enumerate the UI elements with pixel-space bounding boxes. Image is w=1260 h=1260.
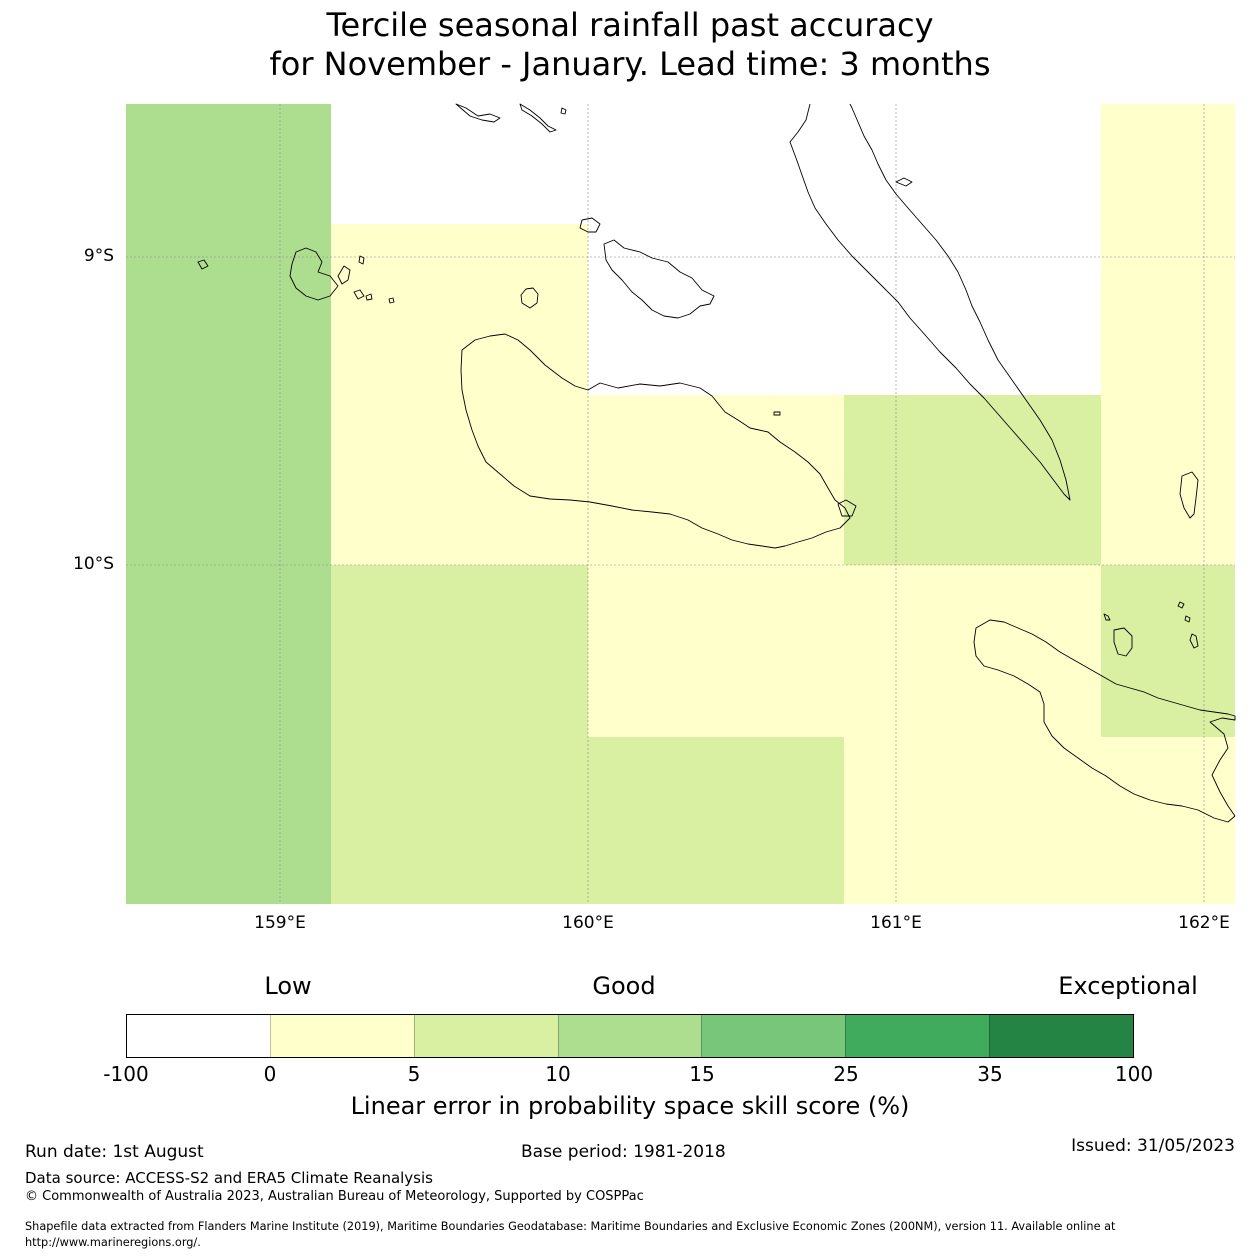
islet-outline (353, 289, 365, 300)
island-santa-isabel-east-outline (519, 103, 557, 133)
island-nggela-west-outline (579, 217, 601, 233)
colorbar (126, 1014, 1134, 1058)
island-santa-isabel-outline (455, 103, 501, 123)
islet-outline (1189, 633, 1199, 649)
colorbar-segment (557, 1015, 702, 1057)
island-malaita-outline (789, 103, 1071, 501)
lat-label-10s: 10°S (73, 554, 114, 574)
island-makira-outline (973, 619, 1236, 823)
grid-cell (331, 565, 588, 904)
skill-grid-cells (126, 104, 1235, 904)
island-savo-outline (520, 287, 539, 309)
grid-cell (126, 104, 331, 904)
colorbar-tick-label: 100 (1114, 1062, 1154, 1086)
islet-outline (1103, 613, 1111, 621)
islet-outline (388, 297, 395, 304)
skill-map (126, 103, 1236, 904)
colorbar-tick-label: 35 (977, 1062, 1003, 1086)
islet-outline (1177, 601, 1185, 609)
colorbar-tick-label: 15 (689, 1062, 715, 1086)
island-guadalcanal-outline (460, 333, 851, 549)
colorbar-segment (269, 1015, 414, 1057)
grid-cell (588, 395, 844, 737)
grid-cell (844, 395, 1101, 565)
island-malaita-inlet-outline (895, 177, 913, 187)
chart-title-line-2: for November - January. Lead time: 3 mon… (269, 45, 991, 83)
colorbar-axis-label: Linear error in probability space skill … (350, 1092, 910, 1120)
grid-cell (1101, 737, 1235, 904)
lon-label-162e: 162°E (1178, 913, 1230, 933)
colorbar-segment (701, 1015, 846, 1057)
islet-outline (1184, 615, 1191, 623)
coastlines (197, 103, 1236, 823)
lat-label-9s: 9°S (83, 246, 114, 266)
island-russell-outline (289, 247, 339, 301)
colorbar-segment (127, 1015, 270, 1057)
grid-cell (844, 565, 1101, 904)
island-ulawa-outline (1179, 471, 1199, 519)
colorbar-segment (413, 1015, 558, 1057)
shapefile-credit-line-2: http://www.marineregions.org/. (25, 1236, 201, 1249)
colorbar-tick-label: 10 (545, 1062, 571, 1086)
issued-date: Issued: 31/05/2023 (1071, 1136, 1235, 1156)
grid-cell (588, 104, 1101, 395)
grid-cell (1101, 104, 1235, 565)
shapefile-credit-line-1: Shapefile data extracted from Flanders M… (25, 1220, 1116, 1233)
island-uki-outline (1113, 627, 1133, 657)
run-date: Run date: 1st August (25, 1142, 204, 1162)
colorbar-tick-label: 5 (407, 1062, 421, 1086)
colorbar-tick-label: 25 (833, 1062, 859, 1086)
grid-cell (331, 224, 588, 565)
island-nggela-outline (603, 239, 715, 319)
islet-outline (560, 107, 567, 115)
islet-outline (197, 259, 209, 270)
data-source: Data source: ACCESS-S2 and ERA5 Climate … (25, 1169, 433, 1187)
islet-outline (837, 499, 857, 517)
colorbar-tick-label: -100 (103, 1062, 149, 1086)
grid-cell (588, 737, 844, 904)
colorbar-word-low: Low (264, 972, 312, 1000)
colorbar-word-exceptional: Exceptional (1058, 972, 1198, 1000)
lon-label-159e: 159°E (254, 913, 306, 933)
colorbar-word-good: Good (592, 972, 656, 1000)
colorbar-segment (989, 1015, 1134, 1057)
graticule (126, 104, 1235, 904)
lon-label-160e: 160°E (562, 913, 614, 933)
colorbar-tick-label: 0 (263, 1062, 277, 1086)
islet-outline (773, 411, 781, 416)
islet-outline (365, 293, 373, 301)
grid-cell (1101, 565, 1235, 737)
grid-cell (331, 104, 588, 224)
island-russell-east-outline (337, 265, 351, 285)
base-period: Base period: 1981-2018 (521, 1142, 726, 1162)
copyright-notice: © Commonwealth of Australia 2023, Austra… (25, 1189, 644, 1204)
colorbar-segment (845, 1015, 990, 1057)
islet-outline (358, 255, 365, 265)
chart-title-line-1: Tercile seasonal rainfall past accuracy (326, 6, 934, 44)
lon-label-161e: 161°E (870, 913, 922, 933)
